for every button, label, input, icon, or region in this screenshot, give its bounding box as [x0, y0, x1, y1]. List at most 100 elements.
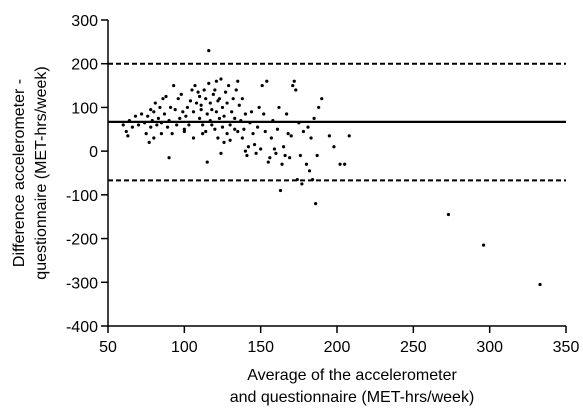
data-point: [200, 108, 203, 111]
data-point: [174, 108, 177, 111]
data-point: [181, 110, 184, 113]
data-point: [137, 123, 140, 126]
y-tick-label: -100: [66, 188, 98, 205]
data-point: [276, 128, 279, 131]
data-point: [201, 123, 204, 126]
data-point: [270, 136, 273, 139]
data-point: [210, 108, 213, 111]
x-tick-label: 200: [324, 339, 351, 356]
data-point: [236, 130, 239, 133]
x-tick-label: 300: [476, 339, 503, 356]
y-tick-label: -400: [66, 319, 98, 336]
data-point: [343, 163, 346, 166]
data-point: [204, 130, 207, 133]
data-point: [215, 110, 218, 113]
data-point: [242, 128, 245, 131]
data-point: [140, 112, 143, 115]
data-point: [200, 104, 203, 107]
data-point: [261, 84, 264, 87]
data-point: [348, 134, 351, 137]
data-point: [288, 156, 291, 159]
x-axis-title-line2: and questionnaire (MET-hrs/week): [230, 389, 475, 406]
x-tick-label: 50: [99, 339, 117, 356]
data-point: [232, 97, 235, 100]
data-point: [221, 106, 224, 109]
data-point: [161, 97, 164, 100]
data-point: [314, 202, 317, 205]
y-axis-title-line1: Difference accelerometer -: [11, 79, 28, 267]
data-point: [264, 130, 267, 133]
data-point: [152, 136, 155, 139]
data-point: [180, 93, 183, 96]
data-point: [154, 101, 157, 104]
data-point: [178, 117, 181, 120]
data-point: [338, 163, 341, 166]
data-point: [143, 121, 146, 124]
data-point: [328, 134, 331, 137]
data-point: [192, 110, 195, 113]
data-point: [186, 106, 189, 109]
data-point: [311, 178, 314, 181]
data-point: [273, 147, 276, 150]
data-point: [212, 93, 215, 96]
data-point: [201, 132, 204, 135]
data-point: [225, 132, 228, 135]
data-point: [233, 117, 236, 120]
data-point: [262, 112, 265, 115]
y-tick-label: -200: [66, 232, 98, 249]
data-point: [241, 97, 244, 100]
data-point: [151, 119, 154, 122]
y-tick-label: 100: [71, 100, 98, 117]
data-point: [213, 88, 216, 91]
data-point: [258, 106, 261, 109]
data-point: [207, 82, 210, 85]
data-point: [317, 106, 320, 109]
data-point: [293, 80, 296, 83]
data-point: [305, 163, 308, 166]
data-point: [128, 119, 131, 122]
data-point: [163, 112, 166, 115]
x-axis: 50 100 150 200 250 300 350: [99, 326, 579, 356]
data-point: [248, 121, 251, 124]
data-point: [235, 88, 238, 91]
data-point: [167, 156, 170, 159]
data-point: [204, 97, 207, 100]
data-point: [247, 145, 250, 148]
data-point: [192, 136, 195, 139]
data-point: [209, 101, 212, 104]
x-tick-label: 100: [171, 339, 198, 356]
data-point: [122, 123, 125, 126]
data-point: [203, 88, 206, 91]
data-point: [253, 143, 256, 146]
x-tick-label: 350: [553, 339, 580, 356]
data-point: [265, 80, 268, 83]
data-point: [187, 123, 190, 126]
data-point: [309, 136, 312, 139]
data-point: [209, 119, 212, 122]
data-point: [320, 97, 323, 100]
y-tick-label: 0: [89, 144, 98, 161]
data-point: [222, 115, 225, 118]
data-point: [250, 110, 253, 113]
data-point: [160, 121, 163, 124]
data-point: [313, 117, 316, 120]
data-point: [218, 117, 221, 120]
data-point: [241, 136, 244, 139]
data-point: [229, 139, 232, 142]
data-point: [238, 104, 241, 107]
data-point: [177, 97, 180, 100]
data-point: [145, 132, 148, 135]
data-point: [271, 119, 274, 122]
data-point: [131, 126, 134, 129]
data-point: [193, 84, 196, 87]
data-point: [219, 152, 222, 155]
data-point: [254, 152, 257, 155]
data-point: [175, 123, 178, 126]
data-point: [216, 136, 219, 139]
data-point: [210, 123, 213, 126]
data-point: [259, 147, 262, 150]
data-point: [227, 84, 230, 87]
y-tick-label: 200: [71, 57, 98, 74]
data-point: [184, 115, 187, 118]
